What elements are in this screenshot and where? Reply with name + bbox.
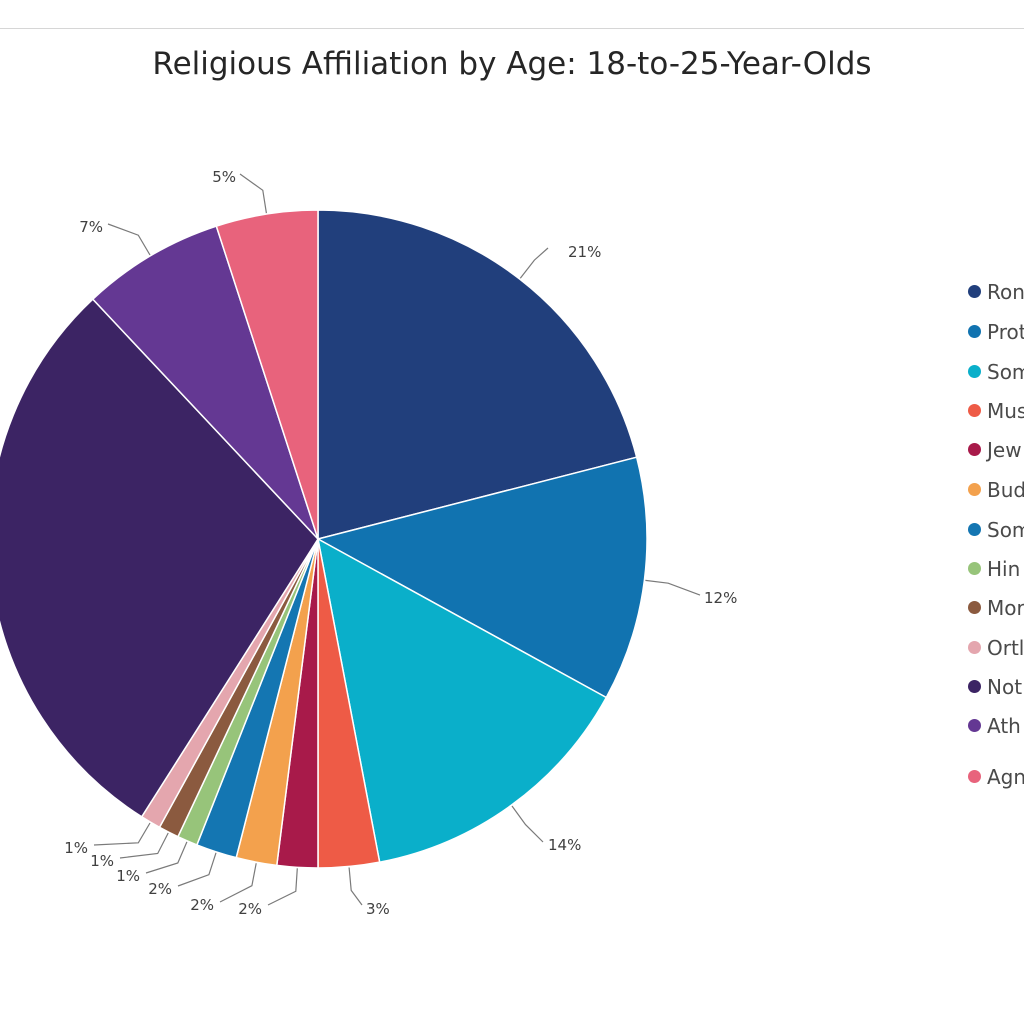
legend-label: Ron <box>987 280 1024 304</box>
legend-marker <box>968 404 981 417</box>
data-label-7: 2% <box>148 880 172 898</box>
leader-line-2 <box>645 579 701 596</box>
data-labels: 21%12%14%3%2%2%2%1%1%1%7%5% <box>64 168 737 918</box>
data-label-4: 3% <box>366 900 390 918</box>
legend-label: Ath <box>987 714 1021 738</box>
legend-label: Som <box>987 360 1024 384</box>
data-label-2: 12% <box>704 589 737 607</box>
legend-marker <box>968 285 981 298</box>
data-label-3: 14% <box>548 836 581 854</box>
data-label-6: 2% <box>190 896 214 914</box>
legend-marker <box>968 443 981 456</box>
leader-line-6 <box>219 863 257 903</box>
leader-line-9 <box>119 832 169 859</box>
data-label-10: 1% <box>64 839 88 857</box>
legend-marker <box>968 483 981 496</box>
data-label-1: 21% <box>568 243 601 261</box>
top-divider <box>0 28 1024 29</box>
legend-label: Ortl <box>987 636 1024 660</box>
pie-slice-1 <box>317 209 638 540</box>
data-label-8: 1% <box>116 867 140 885</box>
legend-marker <box>968 680 981 693</box>
legend-label: Prot <box>987 320 1024 344</box>
legend-marker <box>968 365 981 378</box>
pie-slice-12 <box>91 225 319 540</box>
pie-slices <box>0 209 648 869</box>
data-label-13: 5% <box>212 168 236 186</box>
leader-line-1 <box>519 247 549 279</box>
pie-slice-13 <box>215 209 319 540</box>
leader-line-5 <box>267 868 298 906</box>
leader-line-4 <box>348 867 363 906</box>
legend-marker <box>968 601 981 614</box>
legend-marker <box>968 325 981 338</box>
legend-marker <box>968 641 981 654</box>
legend-marker <box>968 770 981 783</box>
leader-lines <box>93 173 701 906</box>
legend-label: Agn <box>987 765 1024 789</box>
data-label-9: 1% <box>90 852 114 870</box>
legend-marker <box>968 719 981 732</box>
legend-label: Mor <box>987 596 1024 620</box>
data-label-12: 7% <box>79 218 103 236</box>
legend-label: Hin <box>987 557 1021 581</box>
data-label-5: 2% <box>238 900 262 918</box>
leader-line-12 <box>107 223 151 256</box>
legend-label: Som <box>987 518 1024 542</box>
legend-label: Jew <box>987 438 1022 462</box>
pie-slice-3 <box>316 537 608 864</box>
leader-line-8 <box>145 841 188 874</box>
leader-line-10 <box>93 822 151 846</box>
legend-label: Mus <box>987 399 1024 423</box>
legend-label: Bud <box>987 478 1024 502</box>
pie-slice-2 <box>315 456 648 699</box>
leader-line-7 <box>177 852 217 887</box>
chart-legend: Ron Prot Som Mus Jew Bud Som Hin Mor Ortl Not Ath Ag… <box>968 278 1024 798</box>
leader-line-13 <box>239 173 267 214</box>
legend-label: Not <box>987 675 1023 699</box>
pie-slice-11 <box>0 298 319 818</box>
legend-marker <box>968 562 981 575</box>
leader-line-3 <box>511 805 544 843</box>
legend-marker <box>968 523 981 536</box>
chart-title: Religious Affiliation by Age: 18-to-25-Y… <box>152 46 872 82</box>
